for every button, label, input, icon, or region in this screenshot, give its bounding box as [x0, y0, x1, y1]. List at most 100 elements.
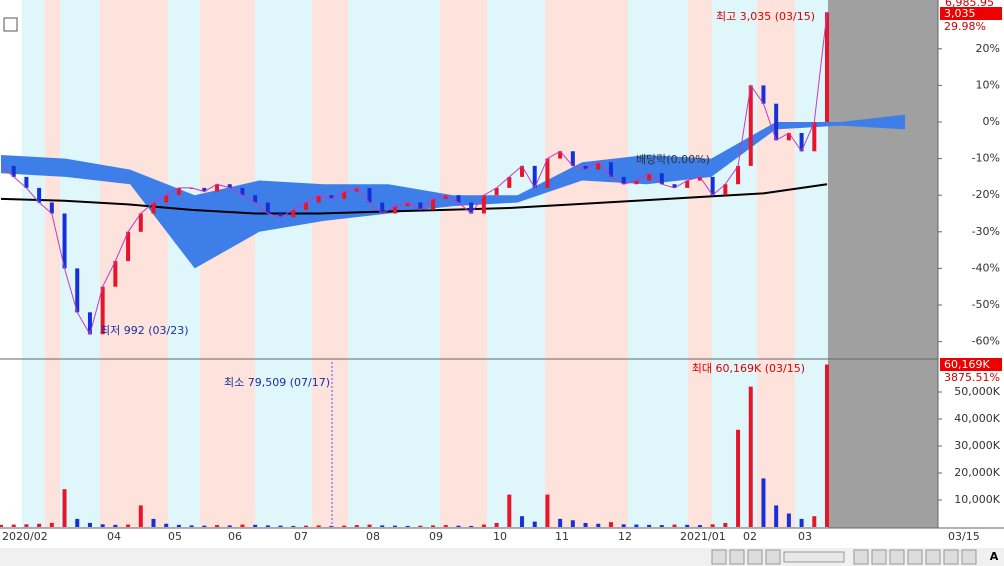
x-tick-label: 2020/02 — [2, 530, 48, 543]
volume-bar — [24, 524, 29, 527]
ichimoku-cloud — [1, 114, 905, 269]
candle — [748, 85, 753, 166]
candle — [151, 202, 156, 214]
x-tick-label: 10 — [493, 530, 507, 543]
candle — [367, 187, 372, 203]
button[interactable] — [747, 549, 763, 565]
volume-bar — [710, 524, 715, 527]
candle — [49, 202, 54, 214]
y-tick-label: 10% — [976, 78, 1000, 91]
volume-bar — [37, 523, 42, 527]
volume-bar — [189, 525, 194, 527]
candle — [812, 122, 817, 152]
stripe — [312, 0, 348, 528]
volume-bar — [494, 522, 499, 527]
volume-bar — [507, 494, 512, 527]
x-tick-label: 11 — [555, 530, 569, 543]
y-tick-label: -60% — [972, 335, 1000, 348]
font-button[interactable]: A — [990, 550, 999, 563]
volume-bar — [545, 494, 550, 527]
button[interactable] — [765, 549, 781, 565]
volume-bar — [405, 525, 410, 527]
candle — [164, 195, 169, 203]
candle — [100, 286, 105, 335]
volume-bar — [647, 524, 652, 527]
volume-bar — [443, 525, 448, 527]
candle — [494, 187, 499, 196]
y-tick-label: 40,000K — [954, 412, 1000, 425]
button[interactable] — [871, 549, 887, 565]
candle — [24, 176, 29, 188]
y-tick-label: -40% — [972, 261, 1000, 274]
grid-icon[interactable] — [3, 17, 18, 32]
button[interactable] — [711, 549, 727, 565]
candle — [761, 85, 766, 104]
button[interactable] — [889, 549, 905, 565]
candle — [380, 202, 385, 214]
y-tick-label: -30% — [972, 225, 1000, 238]
volume-bar — [774, 505, 779, 527]
volume-bar — [0, 524, 3, 527]
y-tick-label: 30,000K — [954, 439, 1000, 452]
volume-bar — [100, 524, 105, 527]
y-tick-label: -50% — [972, 298, 1000, 311]
scroll-bar[interactable] — [783, 551, 845, 563]
stripe — [255, 0, 312, 528]
volume-bar — [596, 523, 601, 527]
y-tick-label: 0% — [983, 115, 1000, 128]
y-tick-label: 20% — [976, 42, 1000, 55]
volume-bar — [761, 478, 766, 527]
stripe — [348, 0, 440, 528]
button[interactable] — [925, 549, 941, 565]
volume-bar — [520, 516, 525, 527]
volume-bar — [469, 525, 474, 527]
toolbar — [0, 548, 1004, 566]
volume-bar — [291, 525, 296, 527]
candle — [265, 202, 270, 214]
volume-bar — [11, 524, 16, 527]
volume-bar — [354, 525, 359, 527]
candle — [291, 209, 296, 218]
volume-bar — [75, 518, 80, 527]
volume-bar — [49, 522, 54, 527]
y-tick-label: -20% — [972, 188, 1000, 201]
toolbar-buttons — [711, 549, 977, 565]
y-tick-label: 20,000K — [954, 466, 1000, 479]
volume-bar — [418, 525, 423, 527]
candle — [75, 268, 80, 313]
button[interactable] — [729, 549, 745, 565]
candle — [647, 173, 652, 181]
candle — [405, 202, 410, 207]
x-tick-label: 2021/01 — [680, 530, 726, 543]
volume-bar — [367, 524, 372, 527]
stripe — [100, 0, 168, 528]
button[interactable] — [853, 549, 869, 565]
volume-bar — [329, 525, 334, 527]
candle — [697, 176, 702, 181]
axis-top-label: 60,169K — [944, 358, 990, 371]
candle — [37, 187, 42, 203]
moving-average — [0, 183, 828, 215]
button[interactable] — [943, 549, 959, 565]
x-tick-label: 06 — [228, 530, 242, 543]
stripe — [757, 0, 795, 528]
volume-bar — [265, 525, 270, 527]
button[interactable] — [907, 549, 923, 565]
volume-bar — [227, 525, 232, 527]
button[interactable] — [961, 549, 977, 565]
volume-bar — [786, 513, 791, 527]
volume-bar — [278, 525, 283, 527]
axis-top-label: 6,985.95 — [945, 0, 994, 9]
volume-bar — [164, 523, 169, 527]
volume-bar — [392, 525, 397, 527]
candle — [278, 213, 283, 218]
stripe — [545, 0, 628, 528]
stripe — [795, 0, 828, 528]
stripe — [688, 0, 712, 528]
candle — [570, 151, 575, 166]
future-area — [828, 0, 938, 528]
volume-highlight — [940, 358, 1002, 371]
volume-bar — [799, 518, 804, 527]
x-tick-label: 05 — [168, 530, 182, 543]
volume-bar — [303, 525, 308, 527]
